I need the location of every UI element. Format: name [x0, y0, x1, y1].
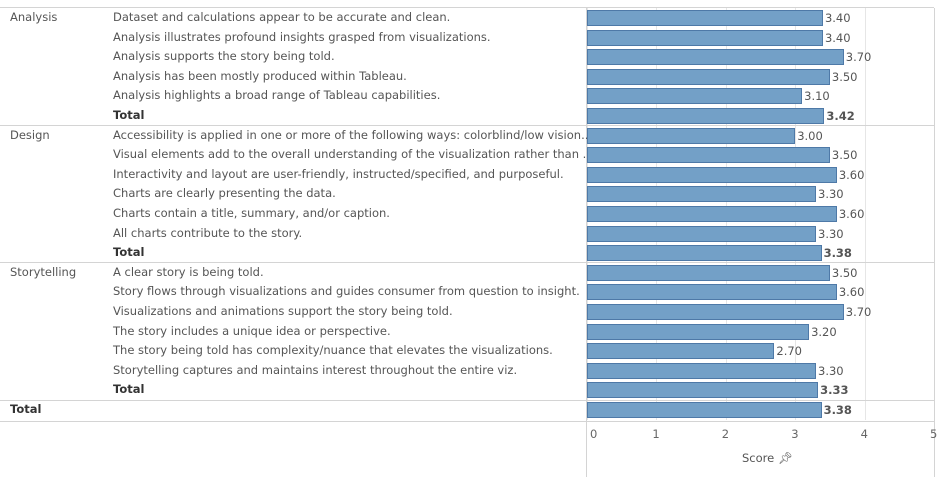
- criterion-label: Interactivity and layout are user-friend…: [113, 166, 564, 181]
- bar[interactable]: [587, 284, 837, 301]
- data-label: 3.60: [838, 207, 865, 221]
- bar[interactable]: [587, 245, 822, 262]
- data-label: 3.00: [797, 128, 823, 143]
- bottom-border: [0, 420, 934, 422]
- data-label: 3.20: [811, 324, 837, 339]
- criterion-label: Dataset and calculations appear to be ac…: [113, 10, 451, 24]
- bar[interactable]: [587, 108, 825, 124]
- chart-right-border: [934, 8, 935, 477]
- criterion-label: Analysis supports the story being told.: [113, 49, 335, 64]
- bar[interactable]: [587, 186, 817, 203]
- data-label: 3.30: [818, 226, 844, 241]
- x-tick-label: 1: [652, 427, 660, 441]
- data-label: 3.40: [824, 30, 851, 45]
- x-axis-title: Score 📌︎: [742, 449, 792, 468]
- criterion-label: Analysis illustrates profound insights g…: [113, 29, 491, 44]
- group-label: Design: [10, 127, 50, 142]
- grand-total-label: Total: [10, 402, 42, 416]
- chart-left-border: [586, 8, 587, 477]
- criterion-label: Accessibility is applied in one or more …: [113, 127, 589, 142]
- bar[interactable]: [587, 362, 817, 379]
- group-label: Analysis: [10, 10, 58, 24]
- data-label: 3.70: [845, 50, 872, 65]
- data-label: 3.50: [831, 148, 858, 163]
- x-tick-label: 0: [590, 427, 598, 441]
- gridline-x: [864, 8, 866, 420]
- bar[interactable]: [587, 88, 803, 105]
- criterion-label: Story flows through visualizations and g…: [113, 284, 580, 299]
- group-separator: [0, 399, 934, 401]
- bar[interactable]: [587, 264, 830, 281]
- x-tick-label: 3: [791, 427, 799, 441]
- bar[interactable]: [587, 304, 844, 320]
- criterion-label: Analysis has been mostly produced within…: [113, 68, 407, 83]
- total-label: Total: [113, 245, 145, 260]
- bar[interactable]: [587, 323, 810, 340]
- x-tick-label: 4: [860, 427, 868, 441]
- group-separator: [0, 262, 934, 264]
- criterion-label: Analysis highlights a broad range of Tab…: [113, 88, 441, 103]
- data-label: 3.30: [818, 187, 844, 202]
- criterion-label: All charts contribute to the story.: [113, 225, 303, 240]
- criterion-label: Storytelling captures and maintains inte…: [113, 362, 518, 377]
- bar[interactable]: [587, 166, 837, 183]
- pin-icon[interactable]: 📌︎: [777, 451, 793, 465]
- bar[interactable]: [587, 127, 796, 144]
- data-label: 2.70: [776, 344, 802, 359]
- total-label: Total: [113, 108, 145, 122]
- criterion-label: Charts are clearly presenting the data.: [113, 186, 336, 201]
- top-border: [0, 7, 934, 8]
- data-label: 3.60: [838, 285, 865, 300]
- group-separator: [0, 125, 934, 127]
- data-label: 3.50: [831, 265, 858, 280]
- data-label: 3.60: [838, 167, 865, 182]
- data-label: 3.30: [818, 363, 844, 378]
- data-label: 3.42: [826, 109, 855, 123]
- bar[interactable]: [587, 206, 837, 222]
- bar[interactable]: [587, 10, 823, 26]
- criterion-label: Visual elements add to the overall under…: [113, 147, 590, 162]
- bar[interactable]: [587, 49, 844, 66]
- bar[interactable]: [587, 343, 775, 360]
- bar[interactable]: [587, 147, 830, 164]
- data-label: 3.33: [820, 383, 849, 398]
- x-tick-label: 5: [930, 427, 938, 441]
- data-label: 3.40: [824, 11, 851, 25]
- data-label: 3.70: [845, 305, 872, 319]
- data-label: 3.50: [831, 69, 858, 84]
- bar[interactable]: [587, 382, 819, 399]
- data-label: 3.38: [823, 403, 852, 417]
- data-label: 3.38: [823, 246, 852, 261]
- criterion-label: Visualizations and animations support th…: [113, 304, 453, 318]
- data-label: 3.10: [804, 89, 830, 104]
- criterion-label: A clear story is being told.: [113, 264, 264, 279]
- criterion-label: The story being told has complexity/nuan…: [113, 343, 553, 358]
- criterion-label: The story includes a unique idea or pers…: [113, 323, 391, 338]
- bar[interactable]: [587, 225, 817, 242]
- x-axis-title-text: Score: [742, 451, 775, 465]
- total-label: Total: [113, 382, 145, 397]
- criterion-label: Charts contain a title, summary, and/or …: [113, 206, 390, 220]
- x-tick-label: 2: [721, 427, 730, 441]
- bar[interactable]: [587, 29, 823, 46]
- grand-total-bar[interactable]: [587, 402, 822, 418]
- group-label: Storytelling: [10, 264, 77, 279]
- bar[interactable]: [587, 68, 830, 85]
